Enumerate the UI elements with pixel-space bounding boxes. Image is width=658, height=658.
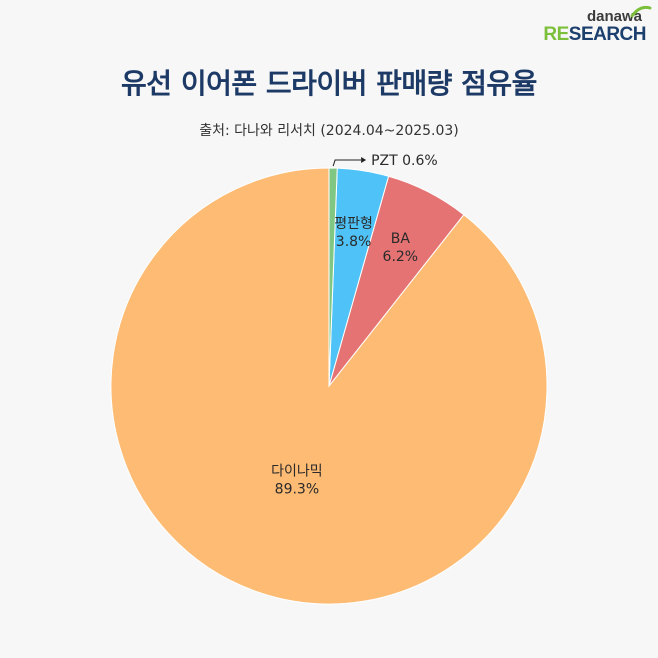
logo-arc-icon	[630, 5, 652, 17]
slice-label-pzt: PZT 0.6%	[371, 153, 438, 169]
logo-wordmark-top: danawa	[586, 5, 652, 25]
pie-labels: 다이나믹 89.3% BA 6.2% 평판형 3.8% PZT 0.6%	[271, 153, 438, 498]
chart-title: 유선 이어폰 드라이버 판매량 점유율	[121, 67, 537, 100]
logo-re-text: RE	[543, 24, 569, 45]
leader-line-pzt	[332, 159, 362, 167]
pie-slices	[110, 167, 548, 605]
slice-value-dynamic: 89.3%	[275, 482, 319, 498]
danawa-research-logo: danawa RESEARCH	[543, 5, 652, 44]
slice-value-planar: 3.8%	[336, 234, 372, 250]
leader-arrow-pzt	[361, 157, 367, 164]
slice-label-ba: BA	[391, 231, 411, 247]
slice-value-ba: 6.2%	[383, 249, 419, 265]
logo-wordmark-bottom: RESEARCH	[543, 25, 646, 44]
chart-subtitle: 출처: 다나와 리서치 (2024.04~2025.03)	[199, 123, 459, 139]
logo-search-text: SEARCH	[568, 24, 647, 45]
slice-label-dynamic: 다이나믹	[271, 464, 323, 480]
pie-slice-pzt	[328, 167, 338, 387]
slice-label-planar: 평판형	[334, 216, 373, 232]
logo-danawa-text: danawa	[586, 8, 642, 25]
